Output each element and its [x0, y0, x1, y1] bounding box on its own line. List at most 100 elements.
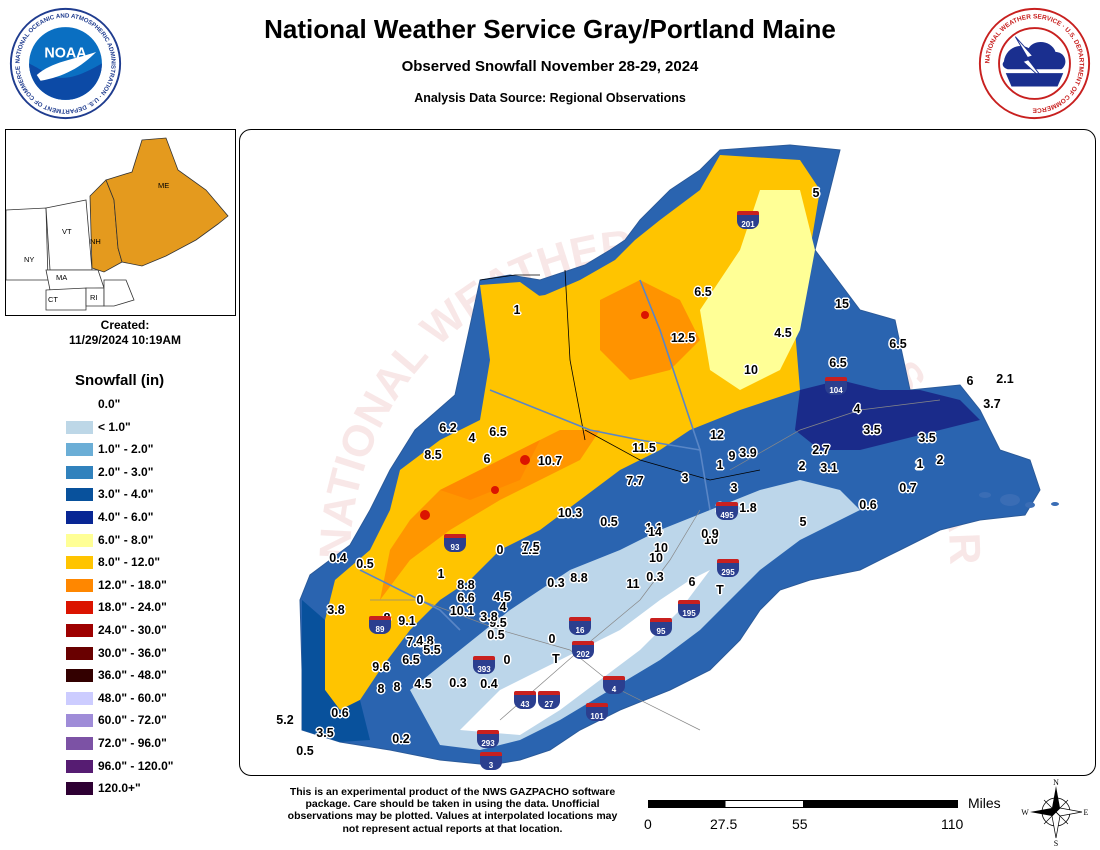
- snowfall-report: 10: [744, 363, 758, 377]
- snowfall-report: 2: [936, 453, 944, 467]
- snowfall-report: 1: [915, 458, 923, 472]
- legend-title: Snowfall (in): [75, 372, 165, 389]
- snowfall-report: 3.5: [918, 431, 936, 445]
- snowfall-report: 3: [681, 471, 689, 485]
- snowfall-report: 3.5: [316, 726, 334, 740]
- snowfall-report: 1.1: [645, 521, 663, 535]
- legend-swatch: [66, 556, 93, 570]
- snowfall-report: 0.2: [392, 732, 410, 746]
- legend-label: 48.0" - 60.0": [98, 690, 167, 705]
- snowfall-report: 7.7: [626, 474, 644, 488]
- data-source-label: Analysis Data Source: Regional Observati…: [414, 91, 686, 105]
- snowfall-report: 0.4: [480, 677, 498, 691]
- snowfall-report: 3.9: [739, 446, 757, 460]
- snowfall-report: 8.5: [424, 448, 442, 462]
- snowfall-report: 6.5: [694, 285, 712, 299]
- legend-swatch: [66, 669, 93, 683]
- legend-swatch: [66, 714, 93, 728]
- snowfall-report: 0.6: [859, 498, 877, 512]
- snowfall-report: T: [716, 583, 724, 597]
- page-title: National Weather Service Gray/Portland M…: [264, 14, 836, 44]
- snowfall-report: 1.8: [739, 501, 757, 515]
- legend-label: 30.0" - 36.0": [98, 645, 167, 660]
- interstate-shield-icon: 89: [369, 616, 391, 634]
- compass-e: E: [1084, 808, 1089, 817]
- snowfall-report: 6.6: [457, 591, 475, 605]
- legend-swatch: [66, 578, 93, 592]
- scale-tick-55: 55: [792, 816, 808, 832]
- legend-swatch: [66, 443, 93, 457]
- legend-label: 0.0": [98, 397, 121, 411]
- snowfall-report: 10.3: [557, 506, 583, 520]
- snowfall-report: 5.5: [423, 643, 441, 657]
- inset-label-vt: VT: [62, 227, 72, 236]
- snowfall-report: 0.5: [296, 744, 314, 758]
- interstate-shield-icon: 27: [538, 691, 560, 709]
- snowfall-map[interactable]: NATIONAL WEATHER SERVICE · U.S. DEPARTME…: [239, 129, 1096, 776]
- legend-swatch: [66, 398, 93, 411]
- snowfall-report: 9.1: [398, 614, 416, 628]
- scale-tick-0: 0: [644, 816, 652, 832]
- legend-label: 3.0" - 4.0": [98, 487, 154, 502]
- created-label: Created:: [100, 318, 150, 332]
- legend-swatch: [66, 420, 93, 434]
- snowfall-report: 0: [416, 593, 424, 607]
- scale-tick-27-5: 27.5: [710, 816, 738, 832]
- legend-swatch: [66, 646, 93, 660]
- snowfall-report: 0.3: [646, 570, 664, 584]
- snowfall-report: 0: [548, 632, 556, 646]
- snowfall-report: 0.4: [329, 551, 347, 565]
- interstate-shield-icon: 201: [737, 211, 759, 229]
- snowfall-report: 8.8: [570, 571, 588, 585]
- snowfall-report: 12: [710, 428, 724, 442]
- scale-bar: [648, 800, 958, 808]
- snowfall-4-6-east-region: [795, 380, 980, 450]
- snowfall-report: 6: [483, 452, 491, 466]
- snowfall-report: 0.5: [600, 515, 618, 529]
- interstate-shield-icon: 495: [716, 502, 738, 520]
- legend-label: 96.0" - 120.0": [98, 758, 174, 773]
- nws-logo: NATIONAL WEATHER SERVICE · U.S. DEPARTME…: [978, 7, 1091, 120]
- snowfall-report: 4.5: [414, 677, 432, 691]
- legend-label: 60.0" - 72.0": [98, 713, 167, 728]
- interstate-shield-icon: 4: [603, 676, 625, 694]
- snowfall-report: 6.5: [829, 356, 847, 370]
- compass-s: S: [1054, 839, 1058, 846]
- disclaimer-text: This is an experimental product of the N…: [287, 786, 618, 835]
- snowfall-report: 10: [704, 533, 718, 547]
- legend-swatch: [66, 736, 93, 750]
- snowfall-report: 3.8: [480, 610, 498, 624]
- snowfall-8-12-north-region: [480, 282, 545, 380]
- compass-rose-icon: N S E W: [1021, 778, 1089, 846]
- snowfall-report: 4: [853, 402, 861, 416]
- snowfall-report: 0: [496, 543, 504, 557]
- snowfall-report: 0: [503, 653, 511, 667]
- snowfall-report: 3.8: [327, 603, 345, 617]
- snowfall-report: 0.9: [701, 527, 719, 541]
- snowfall-report: 10.7: [537, 454, 563, 468]
- legend-swatch: [66, 691, 93, 705]
- snowfall-report: 6: [688, 575, 696, 589]
- interstate-shield-icon: 293: [477, 730, 499, 748]
- inset-label-me: ME: [158, 181, 169, 190]
- snowfall-report: 11: [626, 577, 640, 591]
- snowfall-report: 6.5: [402, 653, 420, 667]
- legend-label: 120.0+": [98, 781, 141, 796]
- legend-swatch: [66, 465, 93, 479]
- snowfall-report: 5.2: [276, 713, 294, 727]
- snowfall-report: 5: [812, 186, 820, 200]
- snowfall-6-8-region: [700, 190, 815, 390]
- snowfall-report: 3.1: [820, 461, 838, 475]
- snowfall-report: 7.3: [406, 635, 424, 649]
- snowfall-report: 10: [649, 551, 663, 565]
- inset-label-ny: NY: [24, 255, 34, 264]
- legend-swatch: [66, 510, 93, 524]
- interstate-shield-icon: 43: [514, 691, 536, 709]
- snowfall-report: 8.8: [457, 578, 475, 592]
- scale-tick-110: 110: [941, 816, 964, 832]
- legend-label: 2.0" - 3.0": [98, 464, 154, 479]
- rivers: [359, 279, 711, 631]
- inset-label-ri: RI: [90, 293, 98, 302]
- compass-w: W: [1021, 808, 1029, 817]
- snowfall-report: 1: [513, 303, 521, 317]
